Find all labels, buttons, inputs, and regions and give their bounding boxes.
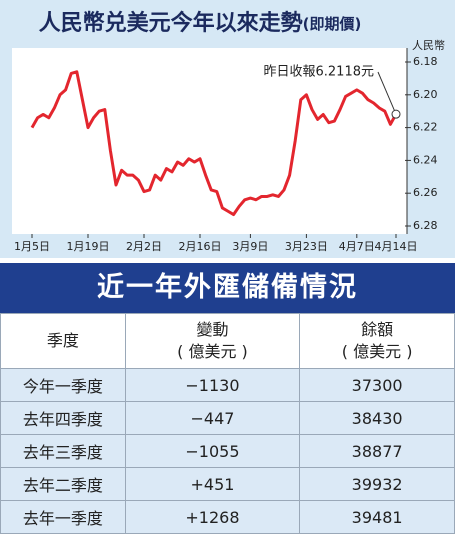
series-line [30, 70, 398, 217]
table-cell: 38877 [299, 434, 455, 468]
x-tick-label: 1月5日 [14, 240, 50, 253]
y-tick-label: 6.28 [413, 219, 438, 232]
y-tick-label: 6.26 [413, 186, 438, 199]
header-cell: 季度 [0, 313, 126, 369]
table-cell: 去年二季度 [0, 467, 126, 501]
table-cell: −447 [124, 401, 301, 435]
table-title: 近一年外匯儲備情況 [0, 263, 455, 313]
table-cell: 37300 [299, 368, 455, 402]
title: 人民幣兑美元今年以來走勢 [39, 10, 303, 36]
chart: 人民幣兑美元今年以來走勢(即期價) 人民幣 昨日收報6.2118元 6.18 6.… [0, 0, 455, 258]
annotation-leader [377, 71, 397, 115]
x-tick-label: 1月19日 [67, 240, 110, 253]
column-label: 變動 [196, 320, 229, 339]
y-tick-label: 6.18 [413, 55, 438, 68]
y-tick-label: 6.22 [413, 121, 438, 134]
x-tick-label: 3月23日 [285, 240, 328, 253]
table-row: 今年一季度 −1130 37300 [0, 368, 455, 402]
table-cell: −1055 [124, 434, 301, 468]
y-tick-label: 6.20 [413, 88, 438, 101]
table-row: 去年二季度 +451 39932 [0, 467, 455, 501]
column-label: 季度 [46, 331, 79, 350]
x-tick-label: 4月7日 [339, 240, 375, 253]
table-row: 去年四季度 −447 38430 [0, 401, 455, 435]
column-unit: ( 億美元 ) [341, 342, 413, 361]
x-tick-label: 2月16日 [179, 240, 222, 253]
y-tick-label: 6.24 [413, 153, 438, 166]
column-unit: ( 億美元 ) [177, 342, 248, 361]
table: 近一年外匯儲備情況 季度 變動 ( 億美元 ) 餘額 ( 億美元 ) 今年一季度 −1130… [0, 263, 455, 534]
x-tick-label: 3月9日 [232, 240, 268, 253]
table-row: 去年三季度 −1055 38877 [0, 434, 455, 468]
end-point [391, 109, 401, 119]
subtitle: (即期價) [303, 15, 362, 33]
table-cell: −1130 [124, 368, 301, 402]
header-cell: 餘額 ( 億美元 ) [299, 313, 455, 369]
table-cell: 去年一季度 [0, 500, 126, 534]
header-cell: 變動 ( 億美元 ) [124, 313, 301, 369]
table-cell: 今年一季度 [0, 368, 126, 402]
table-row: 去年一季度 +1268 39481 [0, 500, 455, 534]
table-cell: 38430 [299, 401, 455, 435]
x-tick-label: 4月14日 [375, 240, 418, 253]
table-grid: 季度 變動( 億美元 ) 餘額( 億美元 ) 今年一季度 −1130 37300 去年四季度… [0, 313, 455, 534]
x-tick-label: 2月2日 [126, 240, 162, 253]
table-cell: 去年三季度 [0, 434, 126, 468]
table-cell: 39932 [299, 467, 455, 501]
header-row: 季度 變動 ( 億美元 ) 餘額 ( 億美元 ) [0, 313, 455, 369]
y-axis-label: 人民幣 [412, 39, 445, 52]
table-cell: +1268 [124, 500, 301, 534]
annotation: 昨日收報6.2118元 [264, 65, 375, 80]
table-cell: 去年四季度 [0, 401, 126, 435]
table-cell: 39481 [299, 500, 455, 534]
table-cell: +451 [124, 467, 301, 501]
chart-title: 人民幣兑美元今年以來走勢(即期價) [39, 10, 362, 36]
column-label: 餘額 [361, 320, 394, 339]
